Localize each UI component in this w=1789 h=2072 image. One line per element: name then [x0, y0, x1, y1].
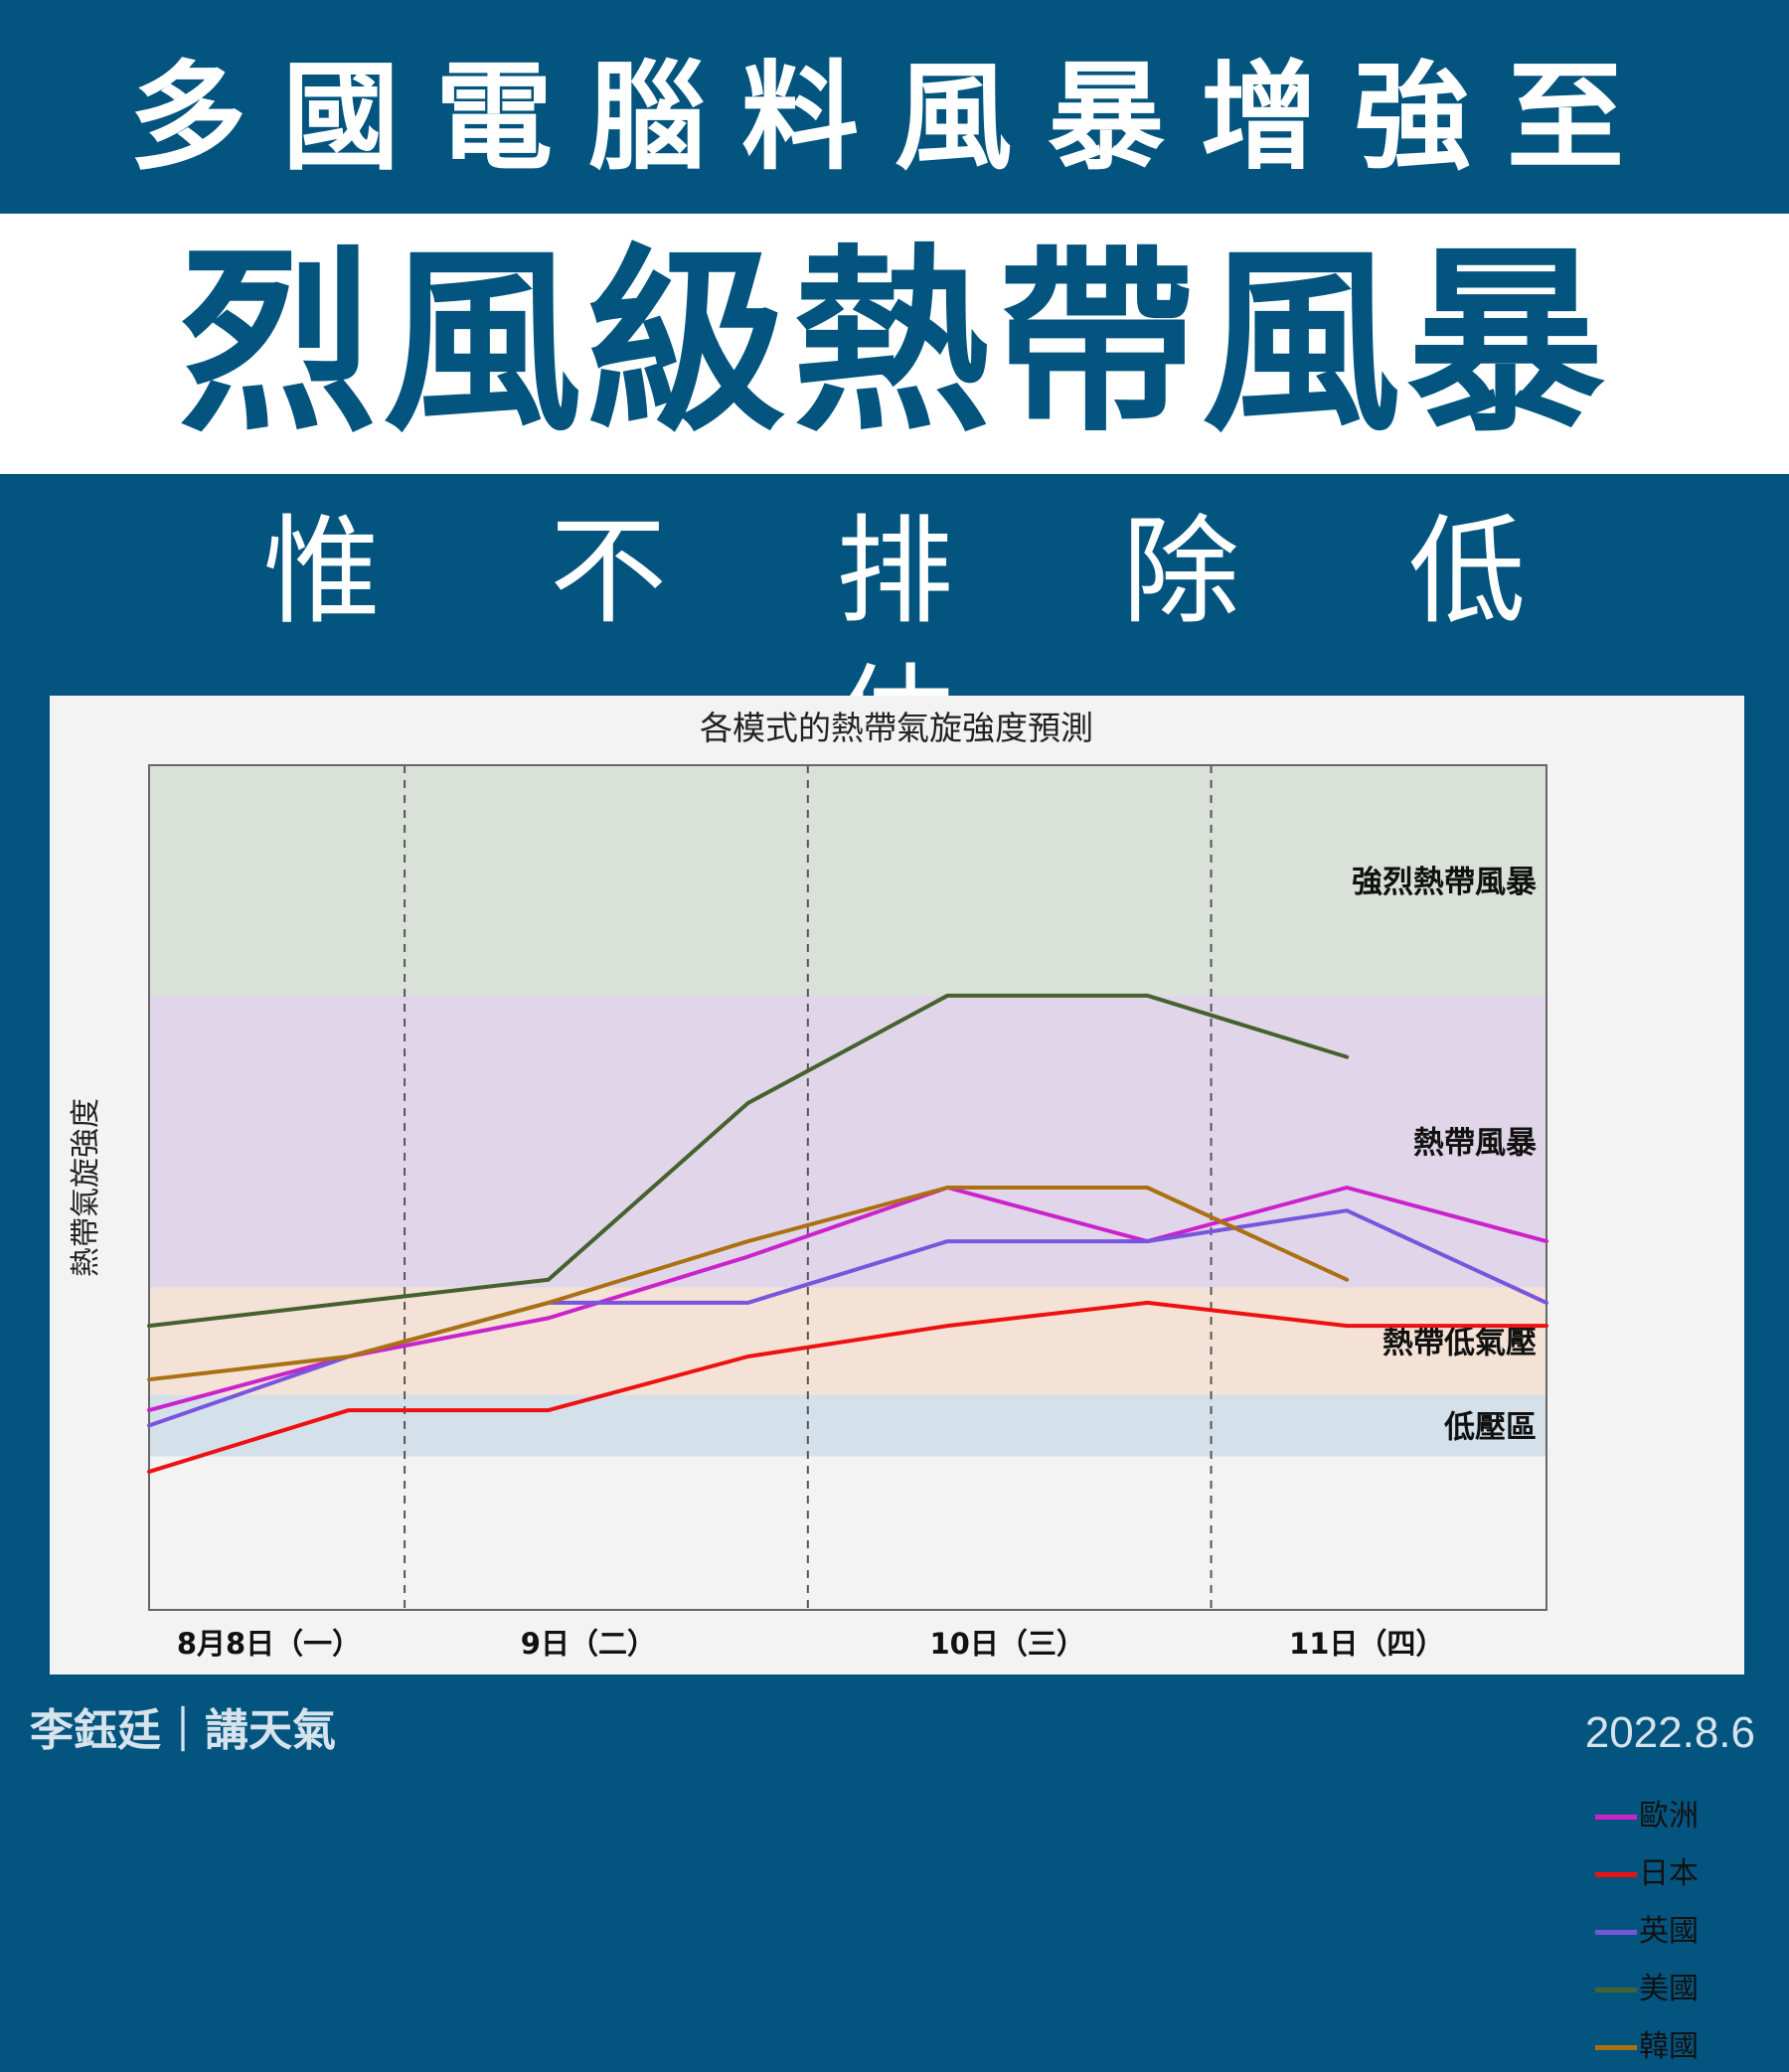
x-tick-label-0: 8月8日（一） [177, 1627, 361, 1661]
legend-label: 日本 [1639, 1856, 1699, 1891]
series-line-0 [147, 1186, 1548, 1413]
chart-title: 各模式的熱帶氣旋強度預測 [700, 709, 1093, 747]
band-2 [149, 995, 1546, 1288]
header-band-white [0, 214, 1789, 474]
series-line-4 [147, 1186, 1350, 1382]
plot-frame [148, 764, 1547, 1611]
headline-line-3: 惟不排除低估 [262, 503, 1695, 789]
day-dividers [404, 765, 1213, 1610]
x-tick-label-2: 10日（三） [930, 1627, 1085, 1661]
y-axis-label: 熱帶氣旋強度 [69, 1098, 103, 1277]
x-tick-label-3: 11日（四） [1289, 1627, 1444, 1661]
legend-label: 英國 [1639, 1914, 1699, 1949]
legend-item-3: 美國 [1595, 1965, 1764, 2014]
legend-label: 美國 [1639, 1972, 1699, 2006]
series-line-3 [147, 993, 1350, 1329]
x-tick-labels: 8月8日（一） 9日（二） 10日（三） 11日（四） [177, 1627, 1445, 1661]
legend-label: 韓國 [1639, 2029, 1699, 2064]
legend-swatch [1595, 1872, 1637, 1877]
band-3 [149, 765, 1546, 996]
band-label-2: 熱帶風暴 [1413, 1126, 1537, 1162]
intensity-bands [149, 765, 1546, 1457]
legend-item-2: 英國 [1595, 1907, 1764, 1957]
band-0 [149, 1394, 1546, 1457]
legend-swatch [1595, 1930, 1637, 1935]
legend-swatch [1595, 1988, 1637, 1992]
footer-date: 2022.8.6 [1584, 1708, 1755, 1757]
chart-panel: 各模式的熱帶氣旋強度預測 低壓區 熱帶低氣壓 熱帶風暴 強烈熱帶風暴 8月8日（一） 9… [50, 696, 1744, 2064]
legend-label: 歐洲 [1639, 1799, 1699, 1833]
band-label-0: 低壓區 [1443, 1410, 1537, 1446]
x-tick-label-1: 9日（二） [521, 1627, 656, 1661]
legend-item-1: 日本 [1595, 1849, 1764, 1899]
legend-swatch [1595, 2045, 1637, 2050]
legend-swatch [1595, 1815, 1637, 1820]
headline-line-1: 多國電腦料風暴增強至 [128, 49, 1660, 186]
legend-item-4: 韓國 [1595, 2022, 1764, 2072]
headline-line-2: 烈風級熱帶風暴 [177, 228, 1611, 459]
band-labels: 低壓區 熱帶低氣壓 熱帶風暴 強烈熱帶風暴 [1352, 865, 1537, 1446]
band-label-3: 強烈熱帶風暴 [1352, 865, 1537, 900]
series-lines [147, 993, 1548, 1474]
header-band-top [0, 0, 1789, 214]
intensity-chart: 各模式的熱帶氣旋強度預測 低壓區 熱帶低氣壓 熱帶風暴 強烈熱帶風暴 8月8日（一） 9… [69, 709, 1548, 1661]
series-line-1 [147, 1300, 1548, 1474]
legend-item-0: 歐洲 [1595, 1792, 1764, 1841]
band-label-1: 熱帶低氣壓 [1382, 1326, 1537, 1361]
footer-author: 李鈺廷｜講天氣 [30, 1705, 336, 1756]
